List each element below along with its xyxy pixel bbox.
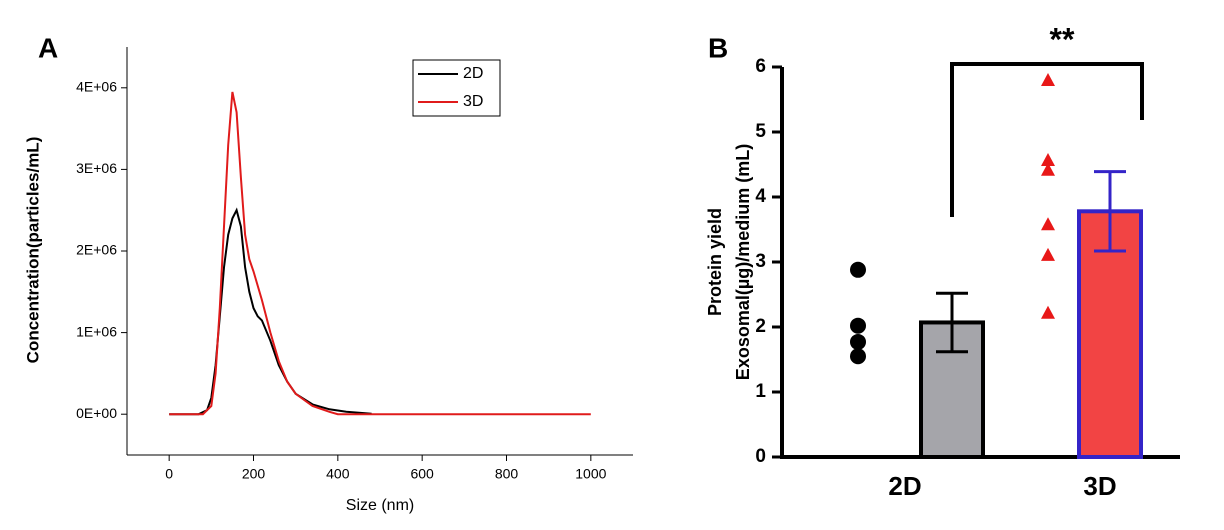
y-tick-label: 4E+06 [76,79,117,95]
y-tick-label: 1 [755,381,766,402]
y-tick-label: 5 [755,121,766,142]
line-series [169,207,372,416]
y-tick-label: 4 [755,186,766,207]
data-point [1041,305,1055,319]
legend-label: 2D [463,65,483,82]
panel-label: B [708,32,728,63]
y-tick-label: 0 [755,446,766,467]
data-point [1041,73,1055,86]
legend [412,59,501,117]
y-axis-label: Exosomal(µg)/medium (mL) [733,144,753,380]
data-point [850,261,866,278]
y-tick-label: 2E+06 [76,242,117,258]
x-axis-label: Size (nm) [346,497,414,514]
data-point [850,333,866,350]
significance: ** [1050,21,1075,57]
data-point [1041,217,1055,231]
legend-label: 3D [463,93,483,110]
y-tick-label: 3 [755,251,766,272]
data-point [850,317,866,334]
y-tick-label: 3E+06 [76,160,117,176]
data-point [1041,247,1055,261]
data-point [850,348,866,365]
data-point [1041,162,1055,176]
x-tick-label: 800 [495,466,519,482]
significance-bracket [950,62,1144,217]
y-tick-label: 0E+00 [76,405,117,421]
panel-label: A [38,32,58,63]
x-tick-label: 200 [242,466,266,482]
y-tick-label: 1E+06 [76,323,117,339]
y-tick-label: 6 [755,56,766,77]
y-tick-label: 2 [755,316,766,337]
x-tick-label: 2D [888,471,921,501]
line-series [169,91,591,416]
x-tick-label: 0 [165,466,173,482]
y-axis-label: Protein yield [705,208,725,316]
data-point [1041,152,1055,166]
x-tick-label: 400 [326,466,350,482]
x-tick-label: 3D [1083,471,1116,501]
x-tick-label: 1000 [575,466,606,482]
x-tick-label: 600 [410,466,434,482]
y-axis-label: Concentration(particles/mL) [23,137,42,364]
